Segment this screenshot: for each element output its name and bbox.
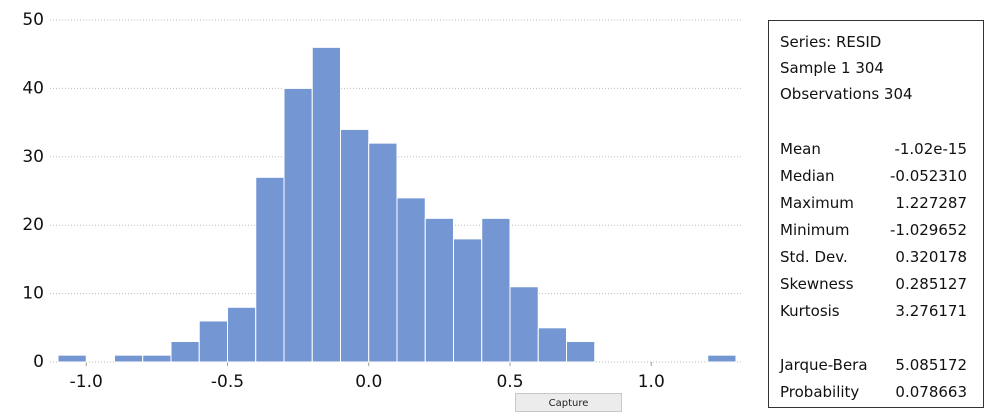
bar — [227, 306, 257, 363]
bar — [170, 340, 200, 363]
stat-value: 0.078663 — [895, 383, 967, 401]
capture-button[interactable]: Capture — [515, 393, 622, 412]
stat-label: Sample 1 304 — [780, 59, 884, 77]
stat-row: Skewness 0.285127 — [780, 275, 967, 293]
y-tick-label: 50 — [22, 10, 44, 30]
stat-row: Minimum -1.029652 — [780, 221, 967, 239]
stat-row: Probability 0.078663 — [780, 383, 967, 401]
x-tick-label: -1.0 — [70, 372, 103, 392]
stat-row: Sample 1 304 — [780, 59, 967, 77]
bar — [537, 327, 567, 363]
stat-value: 3.276171 — [895, 302, 967, 320]
y-tick-label: 20 — [22, 215, 44, 235]
bar — [255, 176, 285, 363]
stat-label: Kurtosis — [780, 302, 840, 320]
bar — [198, 320, 228, 363]
bar — [481, 217, 511, 363]
stat-row: Kurtosis 3.276171 — [780, 302, 967, 320]
stat-row: Series: RESID — [780, 33, 967, 51]
y-tick-label: 0 — [33, 352, 44, 372]
stat-value: 0.320178 — [895, 248, 967, 266]
stat-row: Observations 304 — [780, 85, 967, 103]
bar — [424, 217, 454, 363]
stat-label: Minimum — [780, 221, 850, 239]
bar — [114, 354, 144, 363]
y-tick-label: 10 — [22, 284, 44, 304]
stat-value: -0.052310 — [890, 167, 967, 185]
stat-label: Jarque-Bera — [780, 356, 868, 374]
stat-value: 5.085172 — [895, 356, 967, 374]
stat-row: Jarque-Bera 5.085172 — [780, 356, 967, 374]
bar — [368, 142, 398, 363]
stat-row: Mean -1.02e-15 — [780, 140, 967, 158]
bar — [396, 197, 426, 363]
stat-value: 0.285127 — [895, 275, 967, 293]
stat-value: -1.02e-15 — [894, 140, 967, 158]
bar — [566, 340, 596, 363]
stat-label: Skewness — [780, 275, 854, 293]
chart: 0 10 20 30 40 50 -1.0 -0.5 0.0 0.5 1.0 — [22, 10, 742, 392]
bar — [142, 354, 172, 363]
y-tick-label: 30 — [22, 147, 44, 167]
stat-label: Median — [780, 167, 835, 185]
y-tick-label: 40 — [22, 78, 44, 98]
bar — [509, 286, 539, 363]
stat-label: Std. Dev. — [780, 248, 848, 266]
bar — [340, 128, 370, 363]
bar — [57, 354, 87, 363]
x-tick-label: 1.0 — [638, 372, 665, 392]
stats-box: Series: RESID Sample 1 304 Observations 30… — [768, 20, 984, 408]
stat-label: Observations 304 — [780, 85, 913, 103]
stat-value: -1.029652 — [890, 221, 967, 239]
stat-row: Maximum 1.227287 — [780, 194, 967, 212]
bar — [283, 87, 313, 363]
bar — [311, 46, 341, 363]
x-tick-label: -0.5 — [211, 372, 244, 392]
stat-label: Mean — [780, 140, 821, 158]
stat-row: Median -0.052310 — [780, 167, 967, 185]
stat-label: Maximum — [780, 194, 854, 212]
stat-label: Series: RESID — [780, 33, 882, 51]
x-tick-label: 0.5 — [496, 372, 523, 392]
bar — [453, 238, 483, 363]
x-tick-label: 0.0 — [355, 372, 382, 392]
stat-label: Probability — [780, 383, 860, 401]
stat-row: Std. Dev. 0.320178 — [780, 248, 967, 266]
stat-value: 1.227287 — [895, 194, 967, 212]
bar — [707, 354, 737, 363]
